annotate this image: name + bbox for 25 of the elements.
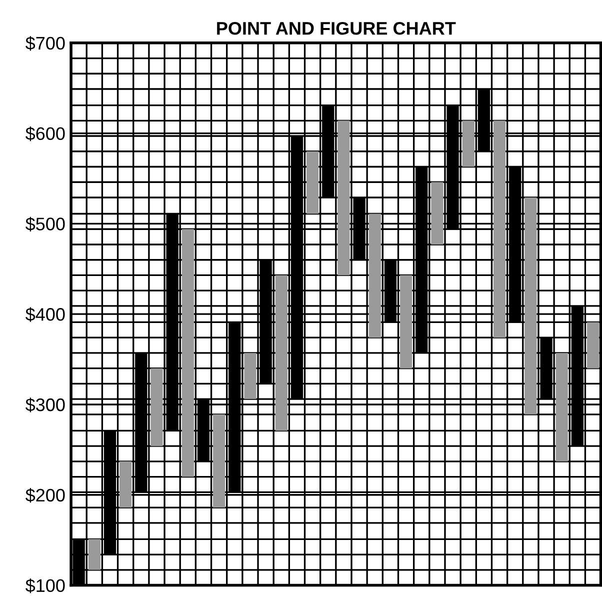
bar bbox=[400, 275, 412, 368]
bar bbox=[462, 120, 474, 167]
bar bbox=[306, 151, 319, 214]
bar bbox=[524, 197, 537, 414]
bar bbox=[212, 414, 226, 508]
bar bbox=[150, 368, 163, 446]
y-tick-label: $500 bbox=[26, 216, 65, 232]
bar bbox=[586, 322, 600, 368]
y-tick-label: $700 bbox=[26, 36, 65, 51]
bar bbox=[119, 461, 132, 508]
chart-title: POINT AND FIGURE CHART bbox=[217, 22, 456, 35]
y-tick-label: $600 bbox=[26, 126, 65, 142]
bar bbox=[556, 352, 568, 462]
bar bbox=[431, 182, 444, 244]
bar bbox=[275, 275, 288, 431]
bar bbox=[368, 214, 381, 338]
bar bbox=[244, 352, 256, 400]
y-tick-label: $300 bbox=[26, 398, 65, 412]
bar bbox=[493, 120, 506, 338]
y-tick-label: $400 bbox=[26, 307, 65, 322]
bar bbox=[338, 120, 350, 276]
y-tick-label: $100 bbox=[26, 578, 65, 594]
y-tick-label: $200 bbox=[26, 488, 65, 503]
bar bbox=[182, 229, 194, 477]
bar bbox=[88, 539, 100, 570]
